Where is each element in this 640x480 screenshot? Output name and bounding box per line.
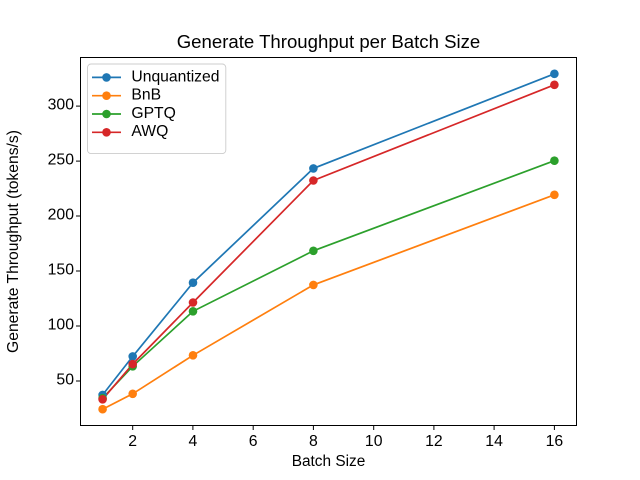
svg-text:12: 12 [425, 433, 443, 450]
svg-text:200: 200 [48, 207, 75, 224]
svg-text:Generate Throughput (tokens/s): Generate Throughput (tokens/s) [5, 130, 22, 353]
svg-text:6: 6 [249, 433, 258, 450]
svg-text:300: 300 [48, 97, 75, 114]
svg-text:AWQ: AWQ [131, 123, 168, 140]
svg-text:16: 16 [546, 433, 564, 450]
svg-text:4: 4 [189, 433, 198, 450]
svg-text:10: 10 [365, 433, 383, 450]
svg-text:8: 8 [309, 433, 318, 450]
svg-text:14: 14 [485, 433, 503, 450]
svg-text:Batch Size: Batch Size [292, 453, 366, 470]
svg-text:Generate Throughput per Batch: Generate Throughput per Batch Size [177, 31, 481, 52]
svg-text:Unquantized: Unquantized [131, 68, 219, 85]
svg-text:2: 2 [128, 433, 137, 450]
svg-text:50: 50 [56, 372, 74, 389]
svg-text:250: 250 [48, 152, 75, 169]
svg-text:150: 150 [48, 262, 75, 279]
svg-text:BnB: BnB [131, 87, 161, 104]
svg-text:GPTQ: GPTQ [131, 105, 175, 122]
svg-text:100: 100 [48, 317, 75, 334]
